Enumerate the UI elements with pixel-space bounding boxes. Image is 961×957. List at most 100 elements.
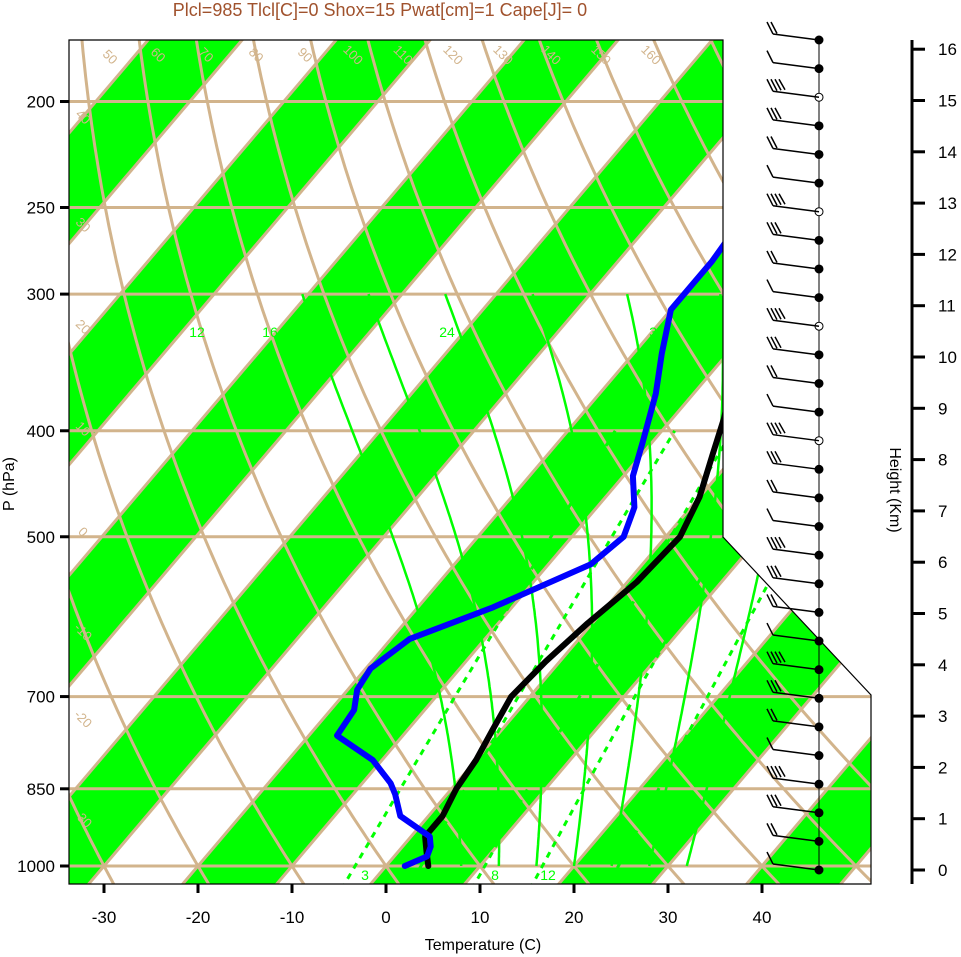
wind-feather (766, 193, 774, 207)
height-tick-label: 14 (938, 143, 957, 162)
height-tick-label: 0 (938, 861, 947, 880)
wind-feather (766, 78, 774, 92)
y-axis-label: P (hPa) (1, 457, 18, 511)
mixing-ratio-label: 16 (262, 324, 278, 340)
height-tick-label: 1 (938, 810, 947, 829)
isotherm-label: 120 (440, 42, 466, 68)
wind-feather (766, 365, 774, 378)
isotherm-label: 50 (100, 46, 121, 67)
height-tick-label: 4 (938, 656, 947, 675)
wind-barb (772, 605, 820, 614)
height-tick-label: 12 (938, 245, 957, 264)
moist-adiabat (531, 293, 594, 867)
wind-feather (774, 422, 782, 435)
x-tick-label: 20 (565, 908, 584, 927)
wind-feather (778, 193, 786, 205)
wind-feather (766, 450, 774, 464)
wind-barb (772, 233, 820, 242)
wind-feather (774, 536, 782, 549)
wind-barb (772, 176, 820, 184)
mixing-ratio-label: 3 (361, 867, 369, 883)
wind-barb (772, 519, 820, 528)
wind-feather (774, 78, 782, 91)
wind-barb (772, 634, 820, 642)
wind-feather (770, 21, 778, 34)
wind-barb (772, 863, 820, 871)
isotherm-label: -20 (71, 707, 95, 731)
wind-barb (772, 376, 820, 385)
isotherm-line (69, 40, 560, 884)
wind-barb (772, 548, 820, 556)
wind-feather (766, 222, 774, 235)
wind-barb (772, 319, 820, 327)
wind-feather (770, 565, 778, 578)
x-tick-label: -10 (280, 908, 305, 927)
wind-feather (778, 765, 786, 778)
mixing-ratio-lines (340, 430, 854, 884)
isotherm-label: 10 (730, 341, 751, 362)
dry-adiabat (172, 40, 595, 884)
y-axis: 1001502002503004005007008501000 (17, 93, 69, 876)
wind-feather (770, 708, 778, 721)
wind-feather (766, 164, 774, 178)
wind-feather (774, 221, 782, 234)
wind-feather (766, 107, 774, 121)
wind-feather (766, 737, 774, 750)
y-tick-label: 400 (27, 422, 55, 441)
height-tick-label: 6 (938, 553, 947, 572)
wind-barb (772, 33, 820, 41)
x-tick-label: 0 (381, 908, 390, 927)
wind-feather (778, 536, 786, 549)
green-band (69, 40, 465, 884)
wind-feather (774, 193, 782, 206)
mixing-ratio-labels: 12 16 24 32 3 8 12 (189, 324, 665, 883)
x-tick-label: 10 (471, 908, 490, 927)
wind-feather (766, 679, 774, 693)
wind-feather (770, 307, 778, 321)
y-tick-label: 200 (27, 93, 55, 112)
height-axis-label: Height (Km) (886, 447, 903, 532)
wind-barb (772, 691, 820, 700)
wind-barb (772, 777, 820, 785)
x-tick-label: -20 (186, 908, 211, 927)
wind-feather (770, 250, 778, 263)
wind-barb (772, 262, 820, 270)
x-tick-label: 40 (753, 908, 772, 927)
dry-adiabat (69, 40, 213, 884)
wind-feather (766, 422, 774, 436)
wind-barb (772, 90, 820, 98)
y-tick-label: 850 (27, 780, 55, 799)
wind-barb (772, 290, 820, 299)
isotherm-line (492, 40, 871, 884)
wind-feather (766, 536, 774, 550)
wind-feather (770, 823, 778, 836)
wind-feather (766, 622, 774, 636)
wind-barb (772, 577, 820, 585)
wind-feather (774, 450, 782, 463)
isotherm-line (69, 40, 748, 884)
wind-feather (770, 221, 778, 235)
height-tick-label: 3 (938, 707, 947, 726)
wind-feather (770, 765, 778, 778)
plot-frame (68, 39, 872, 885)
wind-barb (772, 405, 820, 413)
y-tick-label: 1000 (17, 857, 55, 876)
wind-feather (774, 307, 782, 320)
wind-barb (772, 61, 820, 70)
wind-feather (766, 279, 774, 292)
wind-feather (770, 594, 778, 607)
height-tick-label: 9 (938, 399, 947, 418)
wind-feather (766, 479, 774, 493)
mixing-ratio-label: 24 (439, 324, 455, 340)
x-axis: -30 -20 -10 0 10 20 30 40 (92, 883, 772, 927)
y-tick-label: 700 (27, 688, 55, 707)
wind-feather (770, 536, 778, 550)
isotherm-line (69, 40, 466, 884)
wind-feather (774, 336, 782, 349)
wind-feather (766, 21, 774, 35)
x-tick-label: 30 (659, 908, 678, 927)
wind-feather (770, 136, 778, 149)
wind-feather (766, 594, 774, 607)
